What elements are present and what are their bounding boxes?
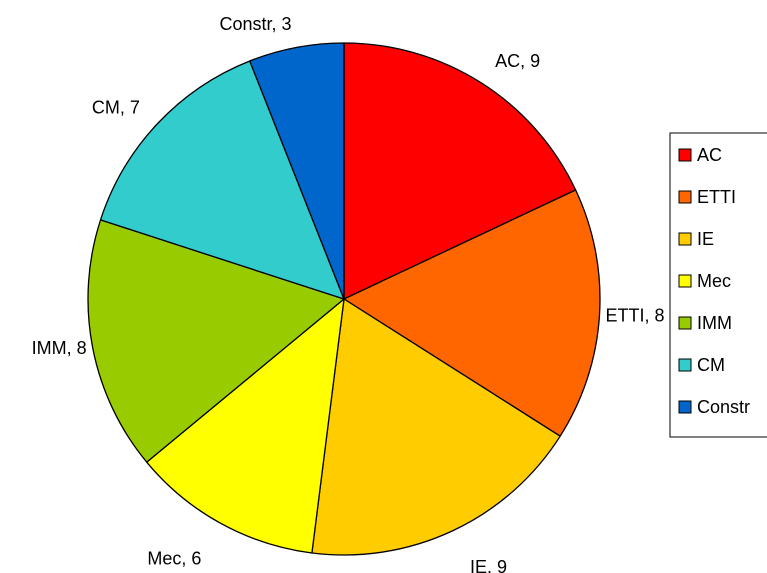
data-label-ac: AC, 9: [495, 51, 540, 71]
data-label-constr: Constr, 3: [219, 14, 291, 34]
legend-label-etti: ETTI: [697, 187, 736, 207]
legend-swatch-cm: [678, 358, 692, 372]
data-label-imm: IMM, 8: [32, 338, 87, 358]
legend-label-mec: Mec: [697, 271, 731, 291]
legend-swatch-ie: [678, 232, 692, 246]
legend-swatch-etti: [678, 190, 692, 204]
pie-slice-ie: [311, 298, 561, 556]
pie-slice-etti: [343, 189, 601, 437]
data-label-etti: ETTI, 8: [606, 306, 665, 326]
legend: AC ETTI IE Mec IMM CM Constr: [669, 132, 767, 438]
pie-slice-mec: [146, 298, 345, 554]
pie-slice-ac: [343, 42, 577, 300]
legend-swatch-constr: [678, 400, 692, 414]
legend-label-constr: Constr: [697, 397, 750, 417]
legend-swatch-imm: [678, 316, 692, 330]
legend-box: [669, 132, 767, 438]
data-label-ie: IE, 9: [470, 557, 507, 573]
pie-slice-constr: [249, 42, 345, 300]
legend-label-ac: AC: [697, 145, 722, 165]
data-label-cm: CM, 7: [92, 97, 140, 117]
data-labels: AC, 9 ETTI, 8 IE, 9 Mec, 6 IMM, 8 CM, 7 Constr…: [32, 14, 665, 573]
legend-label-imm: IMM: [697, 313, 732, 333]
pie-slice-imm: [87, 219, 345, 463]
pie-slice-cm: [99, 60, 345, 300]
pie-slices: [87, 42, 601, 556]
legend-swatch-mec: [678, 274, 692, 288]
legend-swatch-ac: [678, 148, 692, 162]
legend-label-cm: CM: [697, 355, 725, 375]
legend-label-ie: IE: [697, 229, 714, 249]
data-label-mec: Mec, 6: [147, 548, 201, 568]
